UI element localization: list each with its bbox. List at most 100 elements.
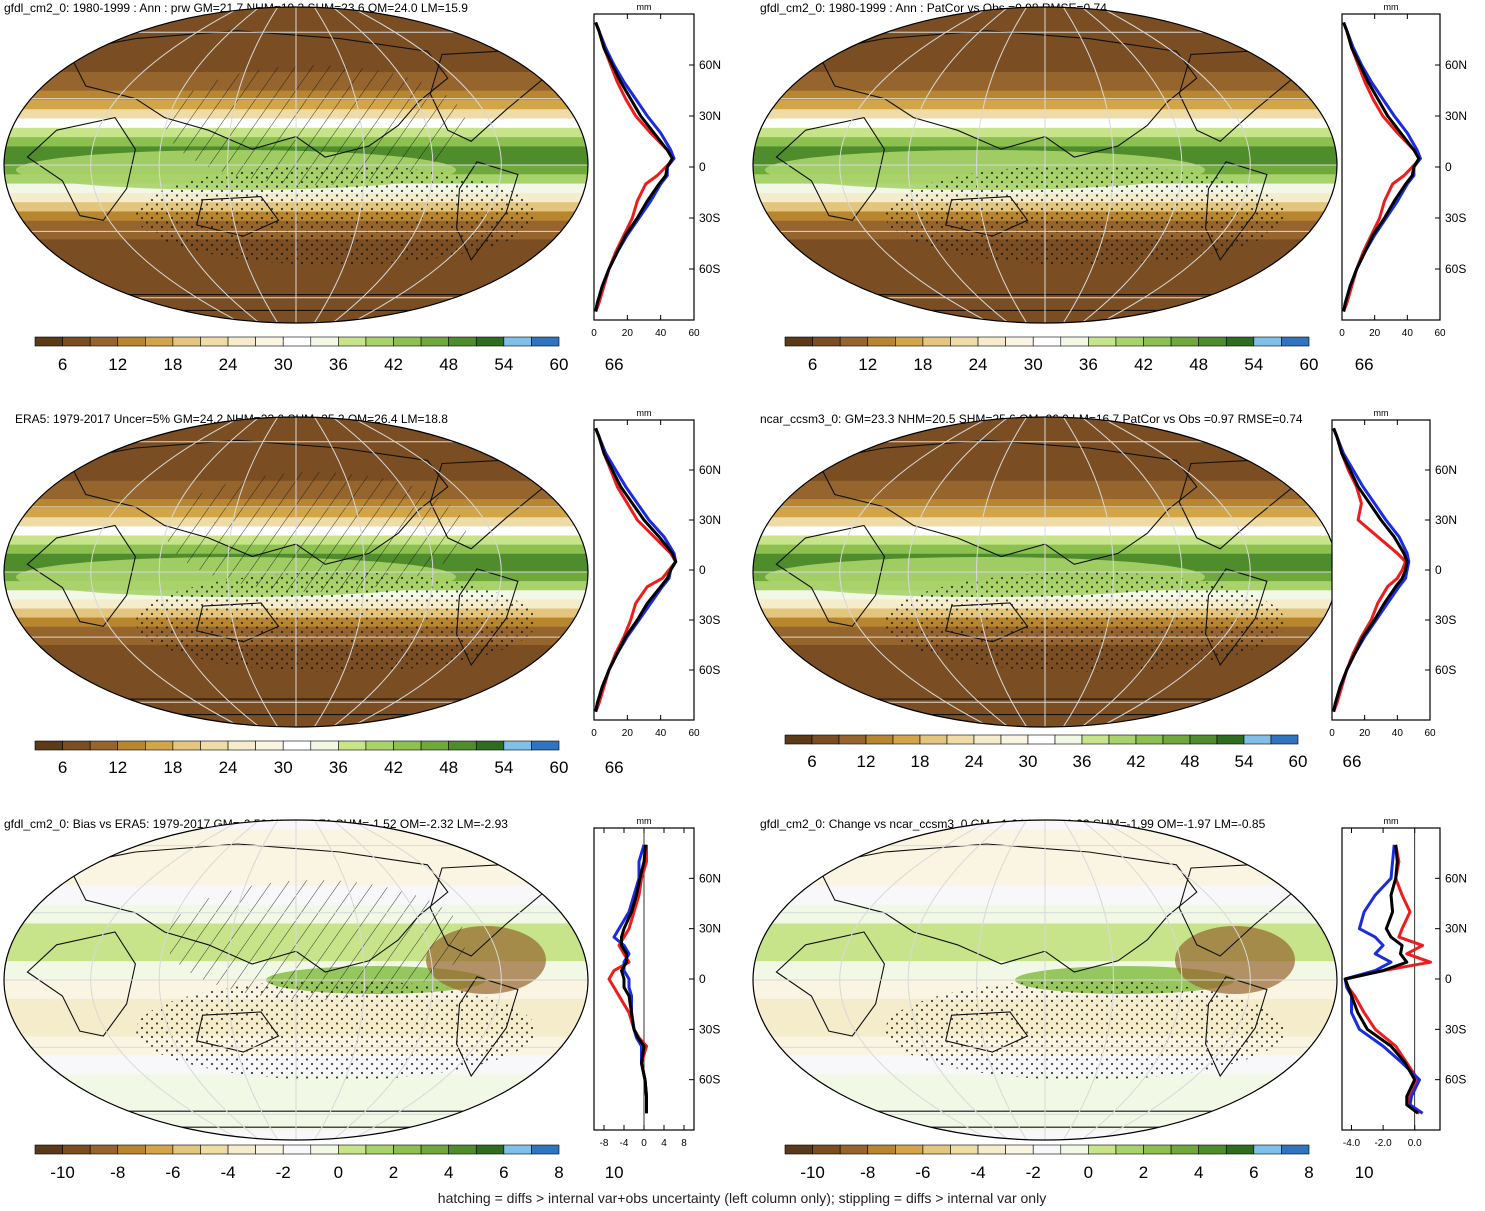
colorbar-swatch [1135,734,1164,745]
profile-x-tick: 0 [591,728,597,739]
colorbar-label: 42 [1127,752,1146,771]
profile-x-tick: 0.0 [1408,1138,1422,1149]
colorbar-swatch [1005,336,1034,347]
colorbar-swatch [227,740,256,751]
colorbar-label: 24 [969,355,988,374]
colorbar-swatch [784,1144,813,1155]
map-border [3,6,589,324]
colorbar-label: 0 [334,1163,343,1182]
profile-lat-label: 30S [699,613,720,627]
panel-gfdl-bias: gfdl_cm2_0: Bias vs ERA5: 1979-2017 GM=-… [3,816,721,1182]
colorbar-swatch [117,740,146,751]
colorbar-swatch [200,336,229,347]
panel-gfdl-mean: gfdl_cm2_0: 1980-1999 : Ann : prw GM=21.… [3,1,721,374]
profile-lat-label: 30N [699,109,721,123]
colorbar-swatch [1060,336,1089,347]
colorbar-swatch [1270,734,1299,745]
colorbar-label: -8 [860,1163,875,1182]
colorbar-label: 2 [389,1163,398,1182]
colorbar-label: 12 [857,752,876,771]
colorbar-label: 10 [1355,1163,1374,1182]
profile-lat-label: 60S [699,663,720,677]
colorbar-swatch [1170,1144,1199,1155]
colorbar-swatch [812,336,841,347]
colorbar-label: 10 [605,1163,624,1182]
footer-note: hatching = diffs > internal var+obs unce… [438,1190,1046,1206]
colorbar-swatch [531,740,560,751]
colorbar-swatch [950,336,979,347]
colorbar: 6 12 18 24 30 36 42 48 54 60 66 [34,740,624,777]
profile-lat-label: 30S [1435,613,1456,627]
colorbar-label: 42 [384,758,403,777]
colorbar-label: 30 [1019,752,1038,771]
profile-line-black [594,427,678,712]
profile-x-tick: 60 [1434,328,1446,339]
profile-lat-label: 30S [699,211,720,225]
profile-x-tick: 0 [641,1138,647,1149]
colorbar-swatch [1081,734,1110,745]
panel-ncar-mean: ncar_ccsm3_0: GM=23.3 NHM=20.5 SHM=25.6 … [752,408,1457,771]
profile-x-tick: 20 [622,728,634,739]
colorbar-label: 8 [554,1163,563,1182]
colorbar-swatch [784,734,813,745]
profile-lat-label: 30S [1445,211,1466,225]
profile-x-tick: 40 [1392,728,1404,739]
colorbar-swatch [62,336,91,347]
colorbar-swatch [922,336,951,347]
colorbar-swatch [1225,336,1255,347]
profile-x-tick: 60 [688,728,700,739]
colorbar-swatch [1088,336,1117,347]
colorbar-label: 6 [58,355,67,374]
profile-lat-label: 60S [1445,1073,1466,1087]
profile-lat-label: 60S [1445,262,1466,276]
colorbar-label: -8 [110,1163,125,1182]
colorbar-swatch [1143,336,1172,347]
profile-lat-label: 30N [1445,922,1467,936]
colorbar-swatch [950,1144,979,1155]
colorbar-swatch [420,1144,449,1155]
colorbar-swatch [420,740,449,751]
colorbar-swatch [338,740,367,751]
colorbar-label: 54 [1244,355,1263,374]
colorbar-swatch [200,740,229,751]
zonal-mean-profile: mm 60N 30N 0 30S 60S 0 20 40 60 [1339,2,1467,339]
colorbar-swatch [1115,1144,1144,1155]
colorbar-label: 24 [219,758,238,777]
colorbar-label: 18 [911,752,930,771]
colorbar-swatch [839,1144,869,1155]
profile-lat-label: 30N [699,513,721,527]
colorbar-swatch [282,1144,312,1155]
colorbar-swatch [503,740,532,751]
panel-gfdl-patcor: gfdl_cm2_0: 1980-1999 : Ann : PatCor vs … [752,1,1467,374]
colorbar-swatch [365,336,394,347]
colorbar-label: 4 [1194,1163,1203,1182]
profile-x-tick: 20 [1359,728,1371,739]
colorbar-swatch [919,734,948,745]
colorbar-swatch [839,336,869,347]
map-border [752,819,1338,1141]
colorbar-label: 60 [550,758,569,777]
panel-era5-mean: ERA5: 1979-2017 Uncer=5% GM=24.2 NHM=23.… [3,408,721,777]
colorbar-label: 54 [494,355,513,374]
colorbar-label: 30 [274,758,293,777]
colorbar-swatch [1115,336,1144,347]
profile-x-tick: 20 [1369,328,1381,339]
colorbar-swatch [1054,734,1083,745]
colorbar-swatch [1060,1144,1089,1155]
colorbar-swatch [867,1144,896,1155]
map-border [3,416,589,728]
profile-lat-label: 0 [1435,563,1442,577]
colorbar-swatch [393,740,422,751]
profile-x-tick: 8 [681,1138,687,1149]
colorbar-label: 2 [1139,1163,1148,1182]
colorbar: -10 -8 -6 -4 -2 0 2 4 6 8 10 [784,1144,1374,1182]
colorbar-swatch [811,734,840,745]
colorbar-label: 18 [163,758,182,777]
colorbar-swatch [865,734,894,745]
colorbar-label: 18 [913,355,932,374]
colorbar-label: 48 [439,758,458,777]
colorbar-swatch [1253,1144,1282,1155]
profile-lat-label: 30S [699,1022,720,1036]
colorbar-label: 48 [439,355,458,374]
